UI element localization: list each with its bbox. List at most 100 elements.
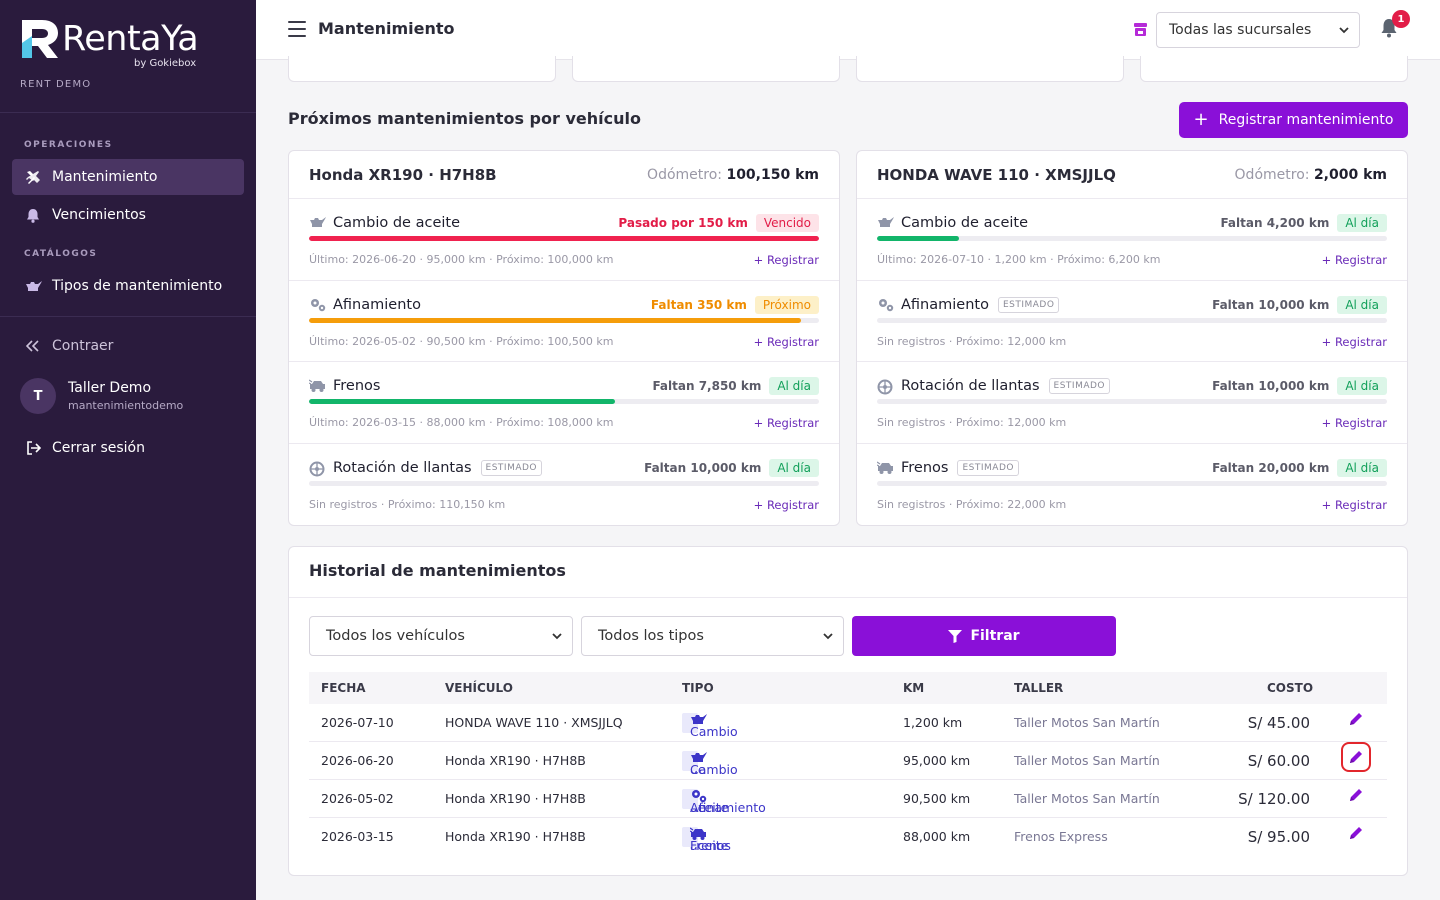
- odometer-label: Odómetro:: [1234, 166, 1310, 183]
- status-text: Faltan 10,000 km: [1212, 297, 1330, 312]
- sidebar-item-mantenimiento[interactable]: Mantenimiento: [12, 159, 244, 195]
- brand-byline: by Gokiebox: [134, 58, 197, 69]
- odometer-label: Odómetro:: [647, 166, 722, 183]
- branch-select[interactable]: Todas las sucursales: [1156, 12, 1360, 48]
- status-badge: Al día: [1337, 458, 1387, 477]
- cogs-icon: [690, 789, 714, 803]
- progress-fill: [309, 317, 802, 323]
- maintenance-item: Frenos ESTIMADO Faltan 20,000 km Al día …: [857, 444, 1407, 526]
- register-link[interactable]: + Registrar: [753, 253, 819, 267]
- register-link[interactable]: + Registrar: [753, 497, 819, 512]
- filter-button[interactable]: Filtrar: [852, 616, 1116, 656]
- register-link-label: Registrar: [1334, 416, 1387, 430]
- edit-button[interactable]: [1341, 742, 1371, 772]
- type-badge: Afinamiento: [682, 789, 766, 815]
- register-link[interactable]: + Registrar: [1321, 334, 1387, 349]
- sidebar-item-label: Mantenimiento: [52, 169, 158, 185]
- cell-date: 2026-03-15: [321, 829, 394, 844]
- table-row[interactable]: 2026-06-20 Honda XR190 · H7H8B Cambio de…: [309, 742, 1387, 853]
- collapse-button[interactable]: Contraer: [12, 328, 244, 364]
- status-badge: Al día: [1337, 214, 1387, 232]
- logout-button[interactable]: Cerrar sesión: [12, 430, 244, 466]
- type-badge: Cambio de aceite: [682, 713, 738, 815]
- menu-toggle-icon[interactable]: [288, 21, 306, 37]
- status-text: Pasado por 150 km: [618, 216, 748, 230]
- progress-track: [877, 399, 1387, 404]
- filter-button-label: Filtrar: [970, 628, 1020, 644]
- register-link[interactable]: + Registrar: [753, 334, 819, 349]
- table-row[interactable]: 2026-07-10 HONDA WAVE 110 · XMSJJLQ Camb…: [309, 704, 1387, 815]
- maintenance-status: Pasado por 150 km Vencido: [618, 214, 819, 232]
- register-link[interactable]: + Registrar: [1321, 253, 1387, 267]
- status-badge: Próximo: [754, 295, 819, 314]
- register-maintenance-button[interactable]: + Registrar mantenimiento: [1179, 102, 1408, 138]
- cogs-icon: [877, 298, 895, 312]
- maintenance-name: Rotación de llantas ESTIMADO: [309, 459, 543, 476]
- tire-icon: [309, 461, 327, 476]
- vehicle-card-header: HONDA WAVE 110 · XMSJJLQ Odómetro: 2,000…: [857, 151, 1407, 199]
- edit-button[interactable]: [1341, 780, 1371, 810]
- chevron-down-icon: [1339, 26, 1349, 33]
- cogs-icon: [309, 298, 327, 312]
- summary-card: [1140, 56, 1408, 82]
- maintenance-label: Frenos: [333, 378, 381, 394]
- maintenance-label: Frenos: [901, 459, 949, 476]
- cell-date: 2026-07-10: [321, 715, 394, 730]
- page-title: Mantenimiento: [318, 19, 455, 38]
- maintenance-history-text: Sin registros · Próximo: 12,000 km: [877, 334, 1067, 348]
- maintenance-status: Faltan 20,000 km Al día: [1212, 458, 1387, 477]
- sidebar-item-label: Vencimientos: [52, 207, 146, 223]
- register-link[interactable]: + Registrar: [753, 416, 819, 430]
- table-row[interactable]: 2026-05-02 Honda XR190 · H7H8B Afinamien…: [309, 780, 1387, 818]
- vehicle-filter-value: Todos los vehículos: [326, 628, 465, 644]
- tire-icon: [877, 379, 895, 395]
- progress-track: [309, 399, 819, 404]
- summary-card: [288, 56, 556, 82]
- logo[interactable]: RentaYa: [20, 18, 236, 60]
- register-link[interactable]: + Registrar: [1321, 416, 1387, 430]
- maintenance-item: Cambio de aceite Faltan 4,200 km Al día …: [857, 199, 1407, 281]
- register-link-label: Registrar: [766, 253, 819, 267]
- table-row[interactable]: 2026-03-15 Honda XR190 · H7H8B Frenos 88…: [309, 818, 1387, 856]
- type-label: Afinamiento: [690, 800, 766, 815]
- edit-button[interactable]: [1341, 704, 1371, 734]
- status-badge: Al día: [769, 377, 819, 395]
- status-badge: Al día: [769, 458, 819, 477]
- type-filter-select[interactable]: Todos los tipos: [581, 616, 844, 656]
- vehicle-filter-select[interactable]: Todos los vehículos: [309, 616, 573, 656]
- type-filter-value: Todos los tipos: [598, 628, 704, 644]
- pencil-icon: [1350, 713, 1362, 725]
- history-card: Historial de mantenimientos Todos los ve…: [288, 546, 1408, 876]
- maintenance-item: Afinamiento Faltan 350 km Próximo Último…: [289, 281, 839, 362]
- sidebar-item-vencimientos[interactable]: Vencimientos: [12, 197, 244, 233]
- cell-vehicle: HONDA WAVE 110 · XMSJJLQ: [445, 715, 623, 730]
- vehicle-card: HONDA WAVE 110 · XMSJJLQ Odómetro: 2,000…: [856, 150, 1408, 526]
- register-link[interactable]: + Registrar: [1321, 497, 1387, 512]
- maintenance-label: Afinamiento: [901, 296, 989, 313]
- double-chevron-left-icon: [24, 337, 42, 355]
- cell-cost: S/ 95.00: [1247, 828, 1310, 846]
- chevron-down-icon: [552, 632, 562, 639]
- collapse-label: Contraer: [52, 338, 114, 354]
- maintenance-label: Rotación de llantas: [333, 459, 472, 476]
- column-header-vehicle: VEHÍCULO: [445, 681, 513, 695]
- progress-track: [309, 480, 819, 486]
- oil-can-icon: [877, 216, 895, 230]
- pencil-icon: [1350, 827, 1362, 839]
- user-profile[interactable]: T Taller Demo mantenimientodemo: [20, 378, 183, 414]
- cell-vehicle: Honda XR190 · H7H8B: [445, 753, 586, 768]
- history-title: Historial de mantenimientos: [289, 547, 1407, 598]
- maintenance-history-text: Sin registros · Próximo: 22,000 km: [877, 497, 1067, 511]
- tools-icon: [24, 168, 42, 186]
- logout-icon: [24, 439, 42, 457]
- sidebar-item-label: Tipos de mantenimiento: [52, 278, 223, 294]
- cell-km: 95,000 km: [903, 753, 971, 768]
- estimated-badge: ESTIMADO: [1048, 378, 1111, 394]
- cell-shop: Taller Motos San Martín: [1014, 791, 1160, 806]
- sidebar-item-tipos-mantenimiento[interactable]: Tipos de mantenimiento: [12, 268, 244, 304]
- cell-vehicle: Honda XR190 · H7H8B: [445, 829, 586, 844]
- progress-track: [877, 480, 1387, 486]
- maintenance-item: Rotación de llantas ESTIMADO Faltan 10,0…: [289, 444, 839, 526]
- edit-button[interactable]: [1341, 818, 1371, 848]
- maintenance-item: Cambio de aceite Pasado por 150 km Venci…: [289, 199, 839, 281]
